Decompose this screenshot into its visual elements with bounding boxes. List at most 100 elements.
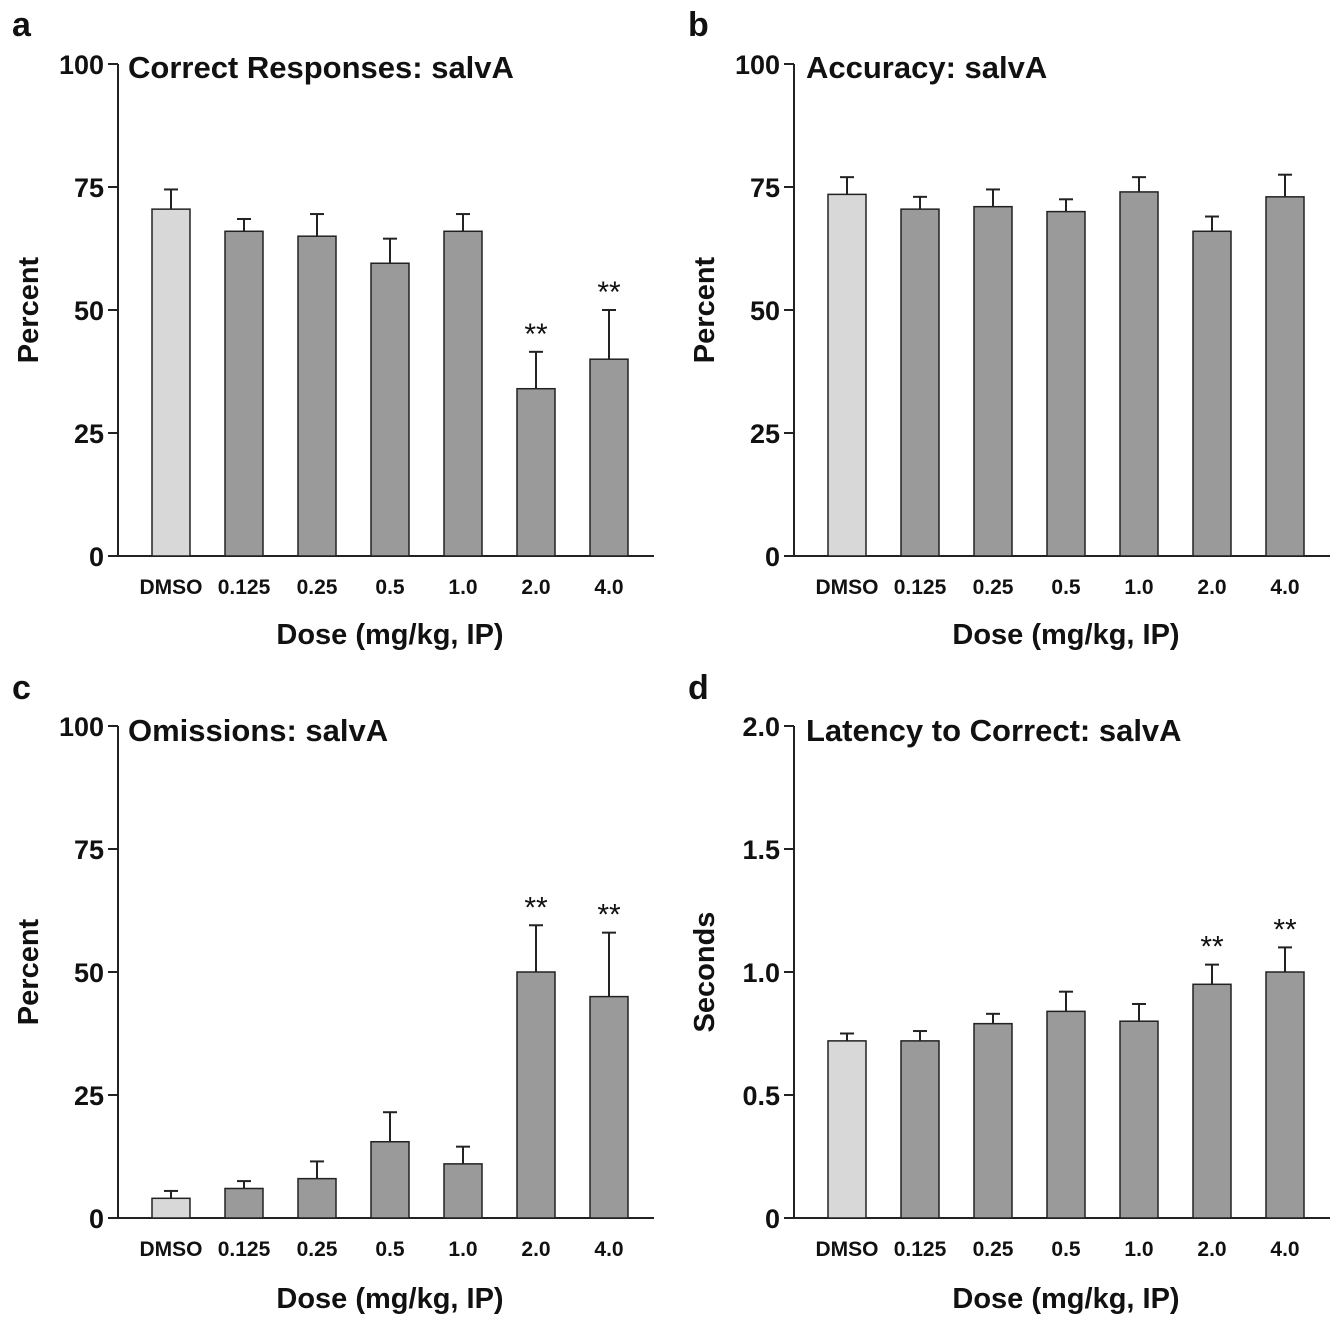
x-axis-title: Dose (mg/kg, IP) (952, 1283, 1179, 1315)
bar-DMSO (151, 1197, 191, 1219)
y-axis-title: Percent (13, 256, 45, 363)
y-tick-label: 100 (59, 50, 104, 80)
bar-1.0 (1119, 1020, 1159, 1219)
y-tick-label: 0 (765, 542, 780, 572)
y-tick-label: 100 (59, 712, 104, 742)
x-tick-label: 0.5 (1051, 576, 1081, 599)
x-tick-label: 4.0 (1270, 1238, 1299, 1261)
y-axis-title: Percent (13, 918, 45, 1025)
bar-2.0 (1192, 983, 1232, 1219)
y-tick-label: 0.5 (742, 1081, 780, 1111)
plot-area: 0 25 50 75 100 DMSO 0.125 0.25 0.5 1.0 2.0 4.0 (735, 50, 1330, 599)
x-tick-label: 4.0 (594, 1238, 623, 1261)
y-tick-label: 25 (74, 1081, 104, 1111)
panel-title: Latency to Correct: salvA (806, 713, 1182, 748)
x-tick-label: 0.25 (297, 576, 338, 599)
panel-title: Omissions: salvA (128, 713, 388, 748)
x-tick-label: DMSO (816, 576, 879, 599)
bar-2.0 (516, 971, 556, 1219)
bar-0.125 (900, 1040, 940, 1219)
bar-0.25 (297, 235, 337, 557)
panel-d: d Latency to Correct: salvA Seconds Dose… (688, 669, 1330, 1315)
bar-0.5 (1046, 1010, 1086, 1219)
bar-4.0 (1265, 196, 1305, 557)
bar-1.0 (1119, 191, 1159, 557)
panel-b: b Accuracy: salvA Percent Dose (mg/kg, I… (688, 6, 1330, 651)
significance-marker: ** (1273, 913, 1297, 946)
y-tick-label: 50 (750, 296, 780, 326)
x-tick-label: 0.5 (375, 1238, 405, 1261)
x-tick-label: 0.5 (375, 576, 405, 599)
x-tick-label: 0.25 (973, 576, 1014, 599)
x-tick-label: 0.125 (894, 576, 947, 599)
y-tick-label: 1.5 (742, 835, 780, 865)
plot-area: 0 25 50 75 100 DMSO 0.125 0.25 0.5 1.0 2.0 ** 4.0 ** (59, 712, 654, 1261)
x-axis-title: Dose (mg/kg, IP) (276, 1283, 503, 1315)
y-tick-label: 25 (750, 419, 780, 449)
plot-area: 0 0.5 1.0 1.5 2.0 DMSO 0.125 0.25 0.5 1.0 2.0 ** 4.0… (742, 712, 1330, 1261)
x-axis-title: Dose (mg/kg, IP) (952, 619, 1179, 651)
significance-marker: ** (524, 891, 548, 924)
bar-0.125 (224, 230, 264, 557)
y-tick-label: 75 (74, 835, 104, 865)
bar-1.0 (443, 1163, 483, 1219)
plot-area: 0 25 50 75 100 DMSO 0.125 0.25 0.5 1.0 2.0 ** 4.0 ** (59, 50, 654, 599)
y-tick-label: 0 (89, 542, 104, 572)
x-tick-label: DMSO (140, 576, 203, 599)
bar-4.0 (589, 358, 629, 557)
x-tick-label: 4.0 (594, 576, 623, 599)
y-tick-label: 25 (74, 419, 104, 449)
x-tick-label: 4.0 (1270, 576, 1299, 599)
significance-marker: ** (1200, 931, 1224, 964)
y-tick-label: 0 (765, 1204, 780, 1234)
y-tick-label: 50 (74, 958, 104, 988)
x-tick-label: 0.5 (1051, 1238, 1081, 1261)
panel-title: Correct Responses: salvA (128, 50, 514, 85)
panel-letter: c (12, 669, 31, 707)
x-tick-label: 1.0 (448, 1238, 477, 1261)
bar-2.0 (516, 387, 556, 557)
panel-c: c Omissions: salvA Percent Dose (mg/kg, … (12, 669, 654, 1315)
bar-DMSO (827, 1040, 867, 1219)
x-tick-label: 0.125 (218, 1238, 271, 1261)
bar-0.5 (370, 1140, 410, 1219)
bar-0.25 (973, 205, 1013, 557)
y-tick-label: 0 (89, 1204, 104, 1234)
y-tick-label: 50 (74, 296, 104, 326)
x-tick-label: 0.25 (297, 1238, 338, 1261)
bar-DMSO (827, 193, 867, 557)
panel-title: Accuracy: salvA (806, 50, 1047, 85)
panel-a: a Correct Responses: salvA Percent Dose … (12, 6, 654, 651)
x-tick-label: 1.0 (1124, 576, 1153, 599)
bar-0.125 (900, 208, 940, 557)
y-tick-label: 2.0 (742, 712, 780, 742)
y-axis-title: Percent (689, 256, 721, 363)
x-tick-label: DMSO (816, 1238, 879, 1261)
x-axis-title: Dose (mg/kg, IP) (276, 619, 503, 651)
bar-0.25 (973, 1022, 1013, 1219)
panel-letter: d (688, 669, 709, 707)
y-tick-label: 100 (735, 50, 780, 80)
y-tick-label: 75 (750, 173, 780, 203)
x-tick-label: 2.0 (521, 576, 550, 599)
x-tick-label: 0.125 (894, 1238, 947, 1261)
y-tick-label: 75 (74, 173, 104, 203)
x-tick-label: 2.0 (1197, 576, 1226, 599)
bar-4.0 (589, 995, 629, 1219)
significance-marker: ** (597, 276, 621, 309)
significance-marker: ** (597, 899, 621, 932)
bar-0.25 (297, 1177, 337, 1219)
x-tick-label: 0.25 (973, 1238, 1014, 1261)
x-tick-label: 1.0 (1124, 1238, 1153, 1261)
y-axis-title: Seconds (689, 912, 721, 1033)
bar-1.0 (443, 230, 483, 557)
x-tick-label: 1.0 (448, 576, 477, 599)
panel-letter: a (12, 6, 32, 44)
bar-DMSO (151, 208, 191, 557)
bar-0.125 (224, 1187, 264, 1219)
bar-0.5 (1046, 210, 1086, 557)
significance-marker: ** (524, 318, 548, 351)
y-tick-label: 1.0 (742, 958, 780, 988)
panel-letter: b (688, 6, 709, 44)
